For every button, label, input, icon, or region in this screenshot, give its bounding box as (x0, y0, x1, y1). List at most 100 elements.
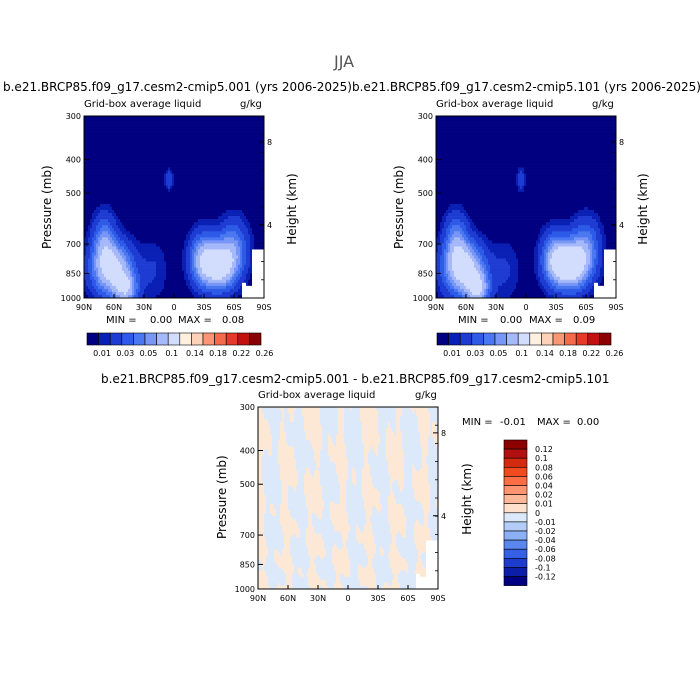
diff-ytick-label-500: 500 (240, 480, 255, 489)
diff-units: g/kg (415, 390, 437, 401)
right-ytick-label-400: 400 (418, 155, 433, 164)
right-ytick-label-500: 500 (418, 189, 433, 198)
diff-min-value: -0.01 (500, 417, 526, 428)
right-xtick-label-90S: 90S (608, 303, 623, 312)
diff-rtick-label-4: 4 (441, 512, 446, 521)
diff-ytick-label-700: 700 (240, 531, 255, 540)
diff-colorbar-box-6 (503, 494, 528, 505)
season-title: JJA (334, 52, 355, 71)
right-colorbar-label-0.26: 0.26 (606, 349, 624, 358)
right-colorbar-box-13 (587, 332, 600, 346)
diff-colorbar-label-0.1: 0.1 (535, 454, 548, 463)
left-ytick-label-300: 300 (66, 112, 81, 121)
right-xtick-label-30S: 30S (548, 303, 563, 312)
left-colorbar-box-4 (133, 332, 146, 346)
diff-max-label: MAX = (537, 417, 571, 428)
left-xtick-label-30S: 30S (196, 303, 211, 312)
diff-colorbar-label-0.04: 0.04 (535, 482, 553, 491)
diff-colorbar-box-14 (503, 567, 528, 577)
right-colorbar-box-9 (541, 332, 554, 346)
right-colorbar-box-12 (575, 332, 589, 346)
diff-min-label: MIN = (462, 417, 493, 428)
right-xtick-label-30N: 30N (488, 303, 504, 312)
diff-colorbar-box-10 (503, 530, 528, 541)
left-colorbar-box-12 (225, 332, 239, 346)
diff-max-value: 0.00 (577, 417, 600, 428)
diff-colorbar-label-0.01: 0.01 (535, 500, 553, 509)
left-colorbar-label-0.14: 0.14 (186, 349, 204, 358)
diff-colorbar-label-0: 0 (535, 509, 540, 518)
left-xtick-label-0: 0 (171, 303, 176, 312)
left-xtick-label-60N: 60N (106, 303, 122, 312)
diff-ytick-label-400: 400 (240, 446, 255, 455)
diff-colorbar-box-12 (503, 548, 528, 559)
left-rtick-label-8: 8 (267, 138, 272, 147)
left-ytick-label-1000: 1000 (61, 294, 81, 303)
diff-colorbar-box-13 (503, 557, 528, 568)
left-colorbar-box-8 (179, 332, 192, 346)
left-xtick-label-60S: 60S (226, 303, 241, 312)
left-xtick-label-30N: 30N (136, 303, 152, 312)
left-colorbar-label-0.03: 0.03 (116, 349, 134, 358)
right-rtick-label-4: 4 (619, 221, 624, 230)
right-colorbar-box-8 (529, 332, 542, 346)
right-case-title: b.e21.BRCP85.f09_g17.cesm2-cmip5.101 (yr… (352, 80, 700, 94)
left-colorbar-box-14 (249, 332, 262, 346)
right-colorbar-label-0.1: 0.1 (515, 349, 528, 358)
left-max-value: 0.08 (222, 315, 245, 326)
diff-xtick-label-0: 0 (345, 594, 350, 603)
right-ytick-label-300: 300 (418, 112, 433, 121)
left-units: g/kg (240, 99, 262, 110)
left-min-label: MIN = (106, 315, 137, 326)
diff-colorbar-label-0.06: 0.06 (535, 472, 553, 481)
left-xtick-label-90N: 90N (76, 303, 92, 312)
diff-colorbar-label--0.01: -0.01 (535, 518, 556, 527)
left-colorbar-box-2 (109, 332, 123, 346)
left-field-label: Grid-box average liquid (84, 99, 202, 110)
left-colorbar-box-7 (167, 332, 181, 346)
diff-field-label: Grid-box average liquid (258, 390, 376, 401)
left-colorbar-box-1 (98, 332, 111, 346)
right-rtick-label-8: 8 (619, 138, 624, 147)
right-colorbar-box-0 (436, 332, 449, 346)
diff-colorbar-label--0.1: -0.1 (535, 563, 551, 572)
left-max-label: MAX = (178, 315, 212, 326)
left-colorbar-box-5 (144, 332, 157, 346)
right-field-label: Grid-box average liquid (436, 99, 554, 110)
left-plot (84, 116, 265, 299)
right-ytick-label-1000: 1000 (413, 294, 433, 303)
right-min-label: MIN = (458, 315, 489, 326)
left-min-value: 0.00 (150, 315, 173, 326)
right-colorbar-box-1 (448, 332, 461, 346)
right-colorbar-box-3 (471, 332, 484, 346)
diff-plot (258, 407, 439, 590)
right-xtick-label-0: 0 (523, 303, 528, 312)
diff-colorbar-box-11 (503, 539, 528, 550)
right-colorbar-label-0.05: 0.05 (490, 349, 508, 358)
diff-colorbar-box-7 (503, 503, 528, 514)
right-colorbar-label-0.01: 0.01 (443, 349, 461, 358)
diff-xtick-label-30N: 30N (310, 594, 326, 603)
right-ytick-label-850: 850 (418, 269, 433, 278)
right-max-value: 0.09 (573, 315, 596, 326)
diff-colorbar-box-5 (503, 485, 528, 495)
left-ytick-label-500: 500 (66, 189, 81, 198)
right-xtick-label-60N: 60N (458, 303, 474, 312)
diff-colorbar-label--0.08: -0.08 (535, 554, 556, 563)
left-case-title: b.e21.BRCP85.f09_g17.cesm2-cmip5.001 (yr… (3, 80, 352, 94)
right-plot (436, 116, 617, 299)
right-colorbar-box-11 (564, 332, 577, 346)
right-colorbar-label-0.14: 0.14 (536, 349, 554, 358)
right-units: g/kg (592, 99, 614, 110)
left-rtick-label-4: 4 (267, 221, 272, 230)
left-colorbar-box-3 (121, 332, 134, 346)
diff-colorbar-label--0.02: -0.02 (535, 527, 556, 536)
right-colorbar-box-7 (517, 332, 531, 346)
right-colorbar-label-0.18: 0.18 (559, 349, 577, 358)
left-colorbar-label-0.18: 0.18 (209, 349, 227, 358)
diff-colorbar-box-15 (503, 576, 528, 586)
right-colorbar-box-2 (459, 332, 473, 346)
diff-colorbar-label--0.12: -0.12 (535, 573, 556, 582)
diff-colorbar-box-3 (503, 466, 528, 477)
